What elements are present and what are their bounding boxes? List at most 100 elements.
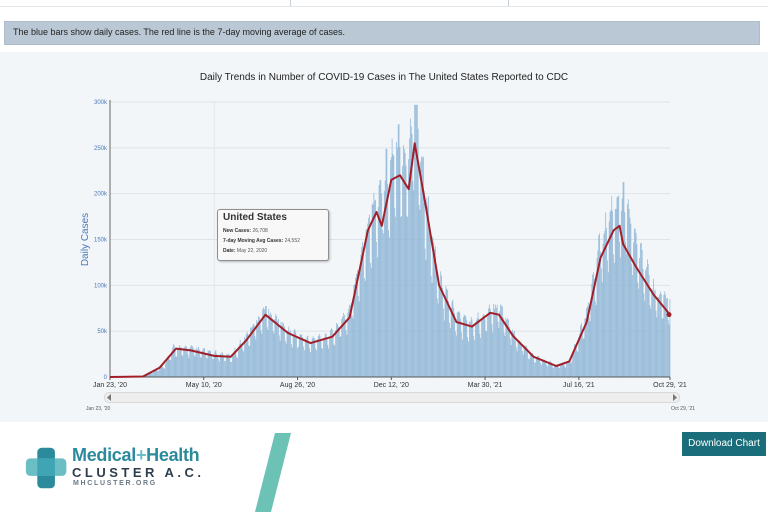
- navigator-left-handle-icon[interactable]: [106, 393, 112, 402]
- daily-case-bar: [359, 265, 361, 377]
- daily-case-bar: [586, 307, 587, 377]
- daily-case-bar: [404, 152, 406, 377]
- daily-case-bar: [317, 335, 319, 377]
- daily-case-bar: [416, 104, 418, 377]
- daily-case-bar: [594, 301, 596, 377]
- daily-case-bar: [654, 289, 656, 377]
- x-tick-label: Mar 30, '21: [468, 382, 503, 389]
- daily-case-bar: [162, 366, 164, 377]
- daily-case-bar: [365, 228, 367, 377]
- daily-case-bar: [647, 264, 649, 377]
- daily-case-bar: [316, 350, 317, 377]
- navigator-scrollbar[interactable]: [104, 392, 680, 403]
- daily-case-bar: [547, 366, 548, 377]
- daily-case-bar: [508, 319, 509, 377]
- daily-case-bar: [629, 217, 631, 377]
- daily-case-bar: [540, 362, 541, 377]
- daily-case-bar: [255, 339, 257, 377]
- daily-case-bar: [271, 318, 273, 377]
- daily-case-bar: [186, 350, 188, 377]
- daily-case-bar: [583, 338, 585, 377]
- daily-case-bar: [514, 331, 515, 377]
- download-chart-button[interactable]: Download Chart: [682, 432, 766, 456]
- daily-case-bar: [244, 336, 245, 377]
- daily-case-bar: [195, 349, 197, 377]
- daily-case-bar: [363, 254, 364, 377]
- daily-case-bar: [403, 148, 405, 377]
- daily-case-bar: [180, 347, 182, 377]
- tooltip-value: 24,552: [284, 238, 300, 244]
- daily-case-bar: [604, 230, 606, 377]
- daily-case-bar: [197, 349, 198, 377]
- daily-case-bar: [478, 318, 480, 377]
- daily-case-bar: [204, 348, 205, 377]
- daily-case-bar: [253, 324, 255, 377]
- daily-case-bar: [642, 269, 644, 377]
- daily-case-bar: [422, 157, 423, 377]
- daily-case-bar: [390, 160, 391, 377]
- daily-case-bar: [313, 338, 315, 377]
- daily-case-bar: [564, 366, 566, 377]
- daily-case-bar: [258, 317, 260, 377]
- daily-case-bar: [413, 190, 415, 377]
- daily-case-bar: [396, 147, 398, 377]
- daily-case-bar: [264, 305, 266, 377]
- daily-case-bar: [429, 236, 431, 377]
- daily-case-bar: [391, 138, 393, 377]
- daily-case-bar: [224, 361, 225, 377]
- daily-case-bar: [517, 340, 519, 377]
- daily-case-bar: [232, 352, 234, 377]
- daily-case-bar: [367, 223, 369, 377]
- x-tick-label: Jul 16, '21: [563, 382, 595, 389]
- daily-case-bar: [310, 352, 311, 377]
- daily-case-bar: [200, 357, 202, 377]
- daily-case-bar: [628, 209, 630, 377]
- daily-case-bar: [166, 361, 167, 377]
- daily-case-bar: [245, 334, 247, 377]
- daily-case-bar: [519, 340, 521, 377]
- daily-case-bar: [214, 351, 216, 377]
- daily-case-bar: [578, 337, 580, 377]
- daily-case-bar: [205, 357, 207, 377]
- tooltip-row-date: Date: May 22, 2020: [223, 248, 267, 254]
- daily-case-bar: [653, 291, 655, 377]
- daily-case-bar: [339, 336, 341, 377]
- covid-cases-chart[interactable]: Daily Trends in Number of COVID-19 Cases…: [0, 52, 768, 392]
- daily-case-bar: [347, 312, 349, 377]
- daily-case-bar: [284, 340, 286, 377]
- daily-case-bar: [575, 343, 577, 377]
- daily-case-bar: [219, 353, 221, 377]
- daily-case-bar: [267, 330, 269, 377]
- daily-case-bar: [150, 372, 152, 377]
- daily-case-bar: [633, 228, 635, 377]
- daily-case-bar: [596, 258, 598, 377]
- daily-case-bar: [148, 372, 150, 377]
- daily-case-bar: [212, 358, 213, 377]
- daily-case-bar: [278, 319, 279, 377]
- daily-case-bar: [523, 345, 525, 377]
- daily-case-bar: [474, 340, 475, 377]
- daily-case-bar: [381, 193, 383, 377]
- navigator-start-date: Jan 23, '20: [86, 406, 111, 412]
- daily-case-bar: [364, 280, 366, 377]
- tooltip-label: New Cases:: [223, 228, 252, 234]
- daily-case-bar: [342, 316, 343, 377]
- daily-case-bar: [520, 341, 521, 377]
- daily-case-bar: [173, 345, 175, 377]
- daily-case-bar: [311, 338, 313, 377]
- daily-case-bar: [465, 316, 467, 377]
- daily-case-bar: [620, 257, 621, 377]
- daily-case-bar: [187, 354, 189, 377]
- daily-case-bar: [205, 352, 206, 377]
- daily-case-bar: [411, 133, 413, 377]
- daily-case-bar: [469, 321, 470, 377]
- daily-case-bar: [249, 345, 251, 377]
- daily-case-bar: [251, 327, 252, 377]
- navigator-right-handle-icon[interactable]: [672, 393, 678, 402]
- daily-case-bar: [566, 363, 567, 377]
- daily-case-bar: [383, 190, 385, 377]
- daily-case-bar: [265, 306, 267, 377]
- daily-case-bar: [457, 311, 459, 377]
- daily-case-bar: [310, 341, 312, 377]
- daily-case-bar: [441, 275, 442, 377]
